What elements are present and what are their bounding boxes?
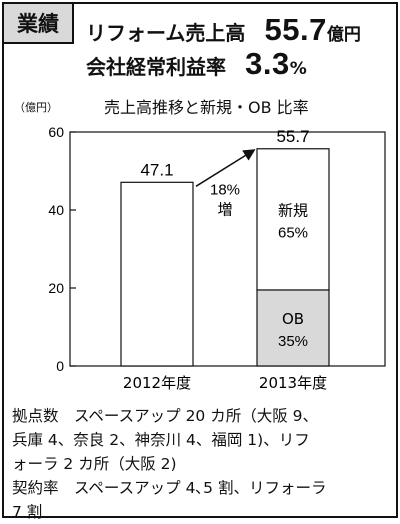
y-tick-label: 60 [48,124,64,140]
note-line: ォーラ 2 カ所（大阪 2) [12,455,177,473]
chart-axes [69,131,386,367]
x-category-label: 2013年度 [259,374,327,392]
headline-revenue-value: 55.7 [264,12,327,47]
segment-percent-label: 35% [278,333,308,350]
note-line: 7 割 [12,503,43,521]
headline-margin-label: 会社経常利益率 [86,55,226,79]
bar-1-segment-1 [256,148,330,291]
note-line: 拠点数 スペースアップ 20 カ所（大阪 9、 [12,407,319,425]
chart-title: 売上高推移と新規・OB 比率 [104,98,309,117]
y-tick-label: 40 [48,202,64,218]
segment-percent-label: 65% [278,224,308,241]
growth-arrow [195,149,256,187]
x-category-label: 2012年度 [123,374,191,392]
headline-margin-unit: % [289,59,307,79]
chart-bars [120,148,330,367]
section-tag: 業績 [4,4,74,44]
growth-word-label: 増 [217,200,232,218]
headline-revenue: リフォーム売上高 55.7億円 [86,12,361,48]
headline-revenue-unit: 億円 [326,25,361,45]
growth-percent-label: 18% [210,181,240,198]
headline-margin: 会社経常利益率 3.3% [86,46,307,82]
bar-0 [120,181,194,367]
headline-revenue-label: リフォーム売上高 [86,21,246,45]
y-axis-unit: （億円） [14,101,58,114]
bar-value-label: 47.1 [140,160,173,179]
notes-block: 拠点数 スペースアップ 20 カ所（大阪 9、 兵庫 4、奈良 2、神奈川 4、… [12,404,394,524]
bar-1-segment-0 [256,289,330,367]
y-tick-label: 20 [48,280,64,296]
bar-value-label: 55.7 [276,127,309,146]
plot-area-frame [69,131,386,367]
segment-name-label: OB [282,310,304,328]
segment-name-label: 新規 [278,201,308,219]
chart-labels: 0 20 40 60 47.1 2012年度 OB 35% 新規 65% 55.7 2013年度 18%… [48,124,327,392]
note-line: 兵庫 4、奈良 2、神奈川 4、福岡 1)、リフ [12,431,310,449]
headline-margin-value: 3.3 [245,46,290,81]
y-tick-label: 0 [56,358,64,374]
bar-chart: 0 20 40 60 47.1 2012年度 OB 35% 新規 65% 55.7 2013年度 18%… [48,124,386,392]
panel-frame: 業績 [2,2,398,518]
note-line: 契約率 スペースアップ 4､5 割、リフォーラ [12,479,327,497]
